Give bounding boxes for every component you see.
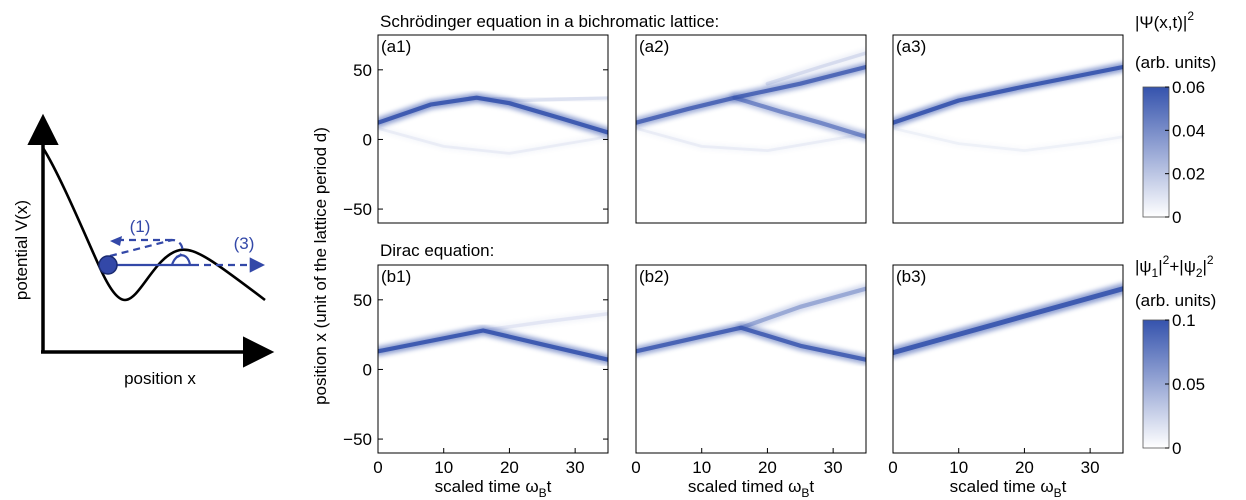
panel-a2: (a2)	[635, 34, 867, 224]
panel-b1-ytick-label: 0	[363, 360, 372, 379]
panel-b1-xtick-label: 0	[373, 458, 382, 477]
panel-a3-branch-0	[893, 64, 1123, 125]
panel-b1-frame	[377, 264, 609, 454]
panel-b3-label: (b3)	[896, 267, 926, 286]
panel-a3: (a3)	[892, 34, 1124, 224]
panel-b3-branch-0	[893, 286, 1123, 356]
panel-b2: (b2) 0 10 20 30 scaled timed ωBt	[631, 264, 867, 500]
panel-b3-frame	[892, 264, 1124, 454]
colorbar-bottom-ticks: 0 0.05 0.1	[1165, 311, 1205, 458]
panel-a3-branch-1	[893, 126, 1123, 152]
panel-a1-label: (a1)	[381, 37, 411, 56]
colorbar-top-title: |Ψ(x,t)|2	[1135, 9, 1194, 32]
panel-a3-label: (a3)	[896, 37, 926, 56]
panel-b2-xtick-label: 0	[631, 458, 640, 477]
panel-a3-frame	[892, 34, 1124, 224]
panel-a2-branch-glow-2	[763, 49, 866, 88]
colorbar-top-tick-label: 0	[1172, 208, 1181, 227]
path-3-label: (3)	[234, 234, 255, 253]
panel-b1-background	[378, 265, 608, 453]
shared-ylabel: position x (unit of the lattice period d…	[311, 127, 330, 405]
panel-a2-label: (a2)	[639, 37, 669, 56]
colorbar-top-ticks: 0 0.02 0.04 0.06	[1165, 78, 1205, 227]
panel-b3: (b3) 0 10 20 30 scaled time ωBt	[888, 264, 1124, 500]
colorbar-bottom-tick-label: 0.1	[1172, 311, 1196, 330]
top-row-title: Schrödinger equation in a bichromatic la…	[380, 12, 719, 31]
particle-ball	[98, 255, 118, 275]
potential-schematic: (1) (3) potential V(x) position x	[12, 113, 275, 388]
panel-b1-branch-glow-1	[479, 309, 608, 335]
colorbar-top-title-units: (arb. units)	[1135, 53, 1216, 72]
panel-b3-xtick-label: 20	[1015, 458, 1034, 477]
colorbar-top-tick-label: 0.06	[1172, 78, 1205, 97]
colorbar-bottom-bar	[1142, 319, 1170, 449]
panel-a1-ytick-label: 0	[363, 130, 372, 149]
path-3-loop	[170, 254, 192, 266]
panel-b3-xtick-label: 10	[949, 458, 968, 477]
panel-b1-xtick-label: 20	[500, 458, 519, 477]
panel-a2-frame	[635, 34, 867, 224]
panel-b1-xtick-label: 10	[434, 458, 453, 477]
panel-b2-branch-glow-1	[736, 283, 866, 333]
panel-b1-ytick-label: −50	[343, 430, 372, 449]
panel-a2-branch-1	[732, 95, 866, 139]
panel-b3-xlabel: scaled time ωBt	[950, 477, 1067, 500]
colorbar-top-tick-label: 0.02	[1172, 165, 1205, 184]
colorbar-bottom-tick-label: 0	[1172, 439, 1181, 458]
panel-b2-label: (b2)	[639, 267, 669, 286]
panel-b1-xtick-label: 30	[566, 458, 585, 477]
panel-b2-xlabel: scaled timed ωBt	[688, 477, 814, 500]
panel-a1-branch-2	[378, 126, 608, 155]
colorbar-top-bar	[1142, 86, 1170, 218]
panel-a1-branch-glow-2	[378, 125, 608, 157]
panel-b2-background	[636, 265, 866, 453]
panel-a1-ytick-label: −50	[343, 200, 372, 219]
panel-a1: (a1) −50 0 50	[343, 34, 609, 224]
panel-b1-xlabel: scaled time ωBt	[435, 477, 552, 500]
panel-a2-branch-glow-3	[636, 125, 866, 154]
panel-a2-branch-2	[765, 51, 866, 86]
panel-b1-branch-0	[378, 328, 608, 362]
panel-a1-ytick-label: 50	[353, 61, 372, 80]
panel-b2-branch-1	[739, 286, 866, 330]
panel-b1-label: (b1)	[381, 267, 411, 286]
panel-b2-xtick-label: 10	[692, 458, 711, 477]
panel-a1-frame	[377, 34, 609, 224]
panel-b3-xtick-label: 30	[1081, 458, 1100, 477]
colorbar-top: |Ψ(x,t)|2 (arb. units) 0 0.02 0.04 0.06	[1135, 9, 1216, 227]
path-1-arrowhead	[110, 236, 122, 246]
panel-b2-branch-0	[636, 325, 866, 362]
colorbar-bottom: |ψ1|2+|ψ2|2 (arb. units) 0 0.05 0.1	[1135, 253, 1216, 458]
colorbar-top-tick-label: 0.04	[1172, 121, 1205, 140]
bottom-row-title: Dirac equation:	[380, 241, 494, 260]
panel-b3-xtick-label: 0	[888, 458, 897, 477]
panel-b2-frame	[635, 264, 867, 454]
panel-b1-ytick-label: 50	[353, 291, 372, 310]
colorbar-bottom-title-units: (arb. units)	[1135, 291, 1216, 310]
panel-a1-branch-glow-1	[466, 93, 608, 105]
panel-b1-branch-1	[481, 311, 608, 333]
potential-curve	[41, 147, 266, 302]
panel-b2-xtick-label: 30	[824, 458, 843, 477]
panel-b2-xtick-label: 20	[758, 458, 777, 477]
colorbar-bottom-tick-label: 0.05	[1172, 375, 1205, 394]
panel-a1-background	[378, 35, 608, 223]
panel-a3-background	[893, 35, 1123, 223]
colorbar-bottom-title: |ψ1|2+|ψ2|2	[1135, 253, 1214, 280]
panel-a1-branch-1	[468, 95, 608, 103]
panel-a2-branch-3	[636, 126, 866, 152]
path-1-label: (1)	[130, 217, 151, 236]
schematic-xlabel: position x	[124, 369, 196, 388]
schematic-ylabel: potential V(x)	[12, 200, 31, 300]
